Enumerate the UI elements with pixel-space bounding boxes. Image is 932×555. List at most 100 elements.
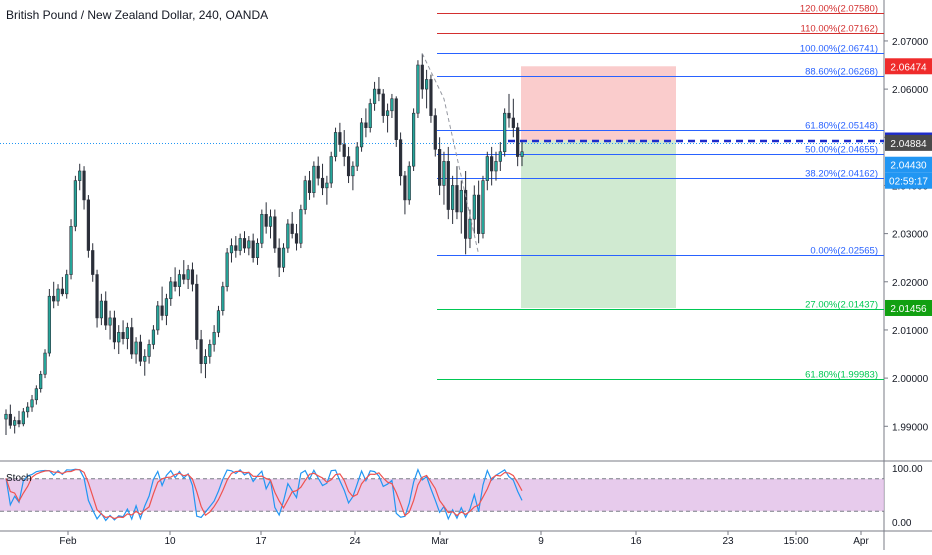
- candle-body: [112, 317, 117, 343]
- price-axis-label: 2.01000: [892, 326, 929, 337]
- candle-body: [156, 305, 160, 331]
- candle-body: [503, 112, 507, 153]
- candle-body: [104, 300, 108, 326]
- candle-body: [507, 112, 511, 119]
- candle-body: [173, 281, 177, 287]
- candle-body: [203, 356, 208, 364]
- candle-body: [82, 170, 86, 201]
- candle-body: [60, 288, 64, 295]
- price-label-text: 2.04430: [890, 161, 927, 172]
- candle-body: [190, 269, 195, 285]
- candle-body: [281, 247, 286, 268]
- candle-body: [312, 165, 316, 193]
- candle-body: [13, 420, 17, 426]
- candle-body: [91, 250, 95, 275]
- fib-level-label: 61.80%(1.99983): [805, 370, 878, 381]
- price-label-text: 2.04884: [890, 139, 927, 150]
- time-axis-label: 15:00: [783, 536, 808, 547]
- stoch-indicator-label[interactable]: Stoch: [6, 473, 32, 484]
- fib-level-label: 110.00%(2.07162): [801, 24, 878, 35]
- candle-body: [411, 112, 416, 167]
- candle-body: [273, 216, 277, 249]
- candle-body: [4, 413, 8, 420]
- price-label-box[interactable]: [885, 299, 932, 316]
- price-label-box[interactable]: [885, 58, 932, 75]
- candle-body: [451, 185, 455, 210]
- fib-level-label: 100.00%(2.06741): [800, 44, 878, 55]
- candle-body: [468, 218, 472, 239]
- candle-body: [99, 300, 103, 319]
- candle-body: [307, 180, 312, 193]
- candle-body: [294, 233, 299, 244]
- countdown-box: [885, 172, 932, 189]
- time-axis-label: 9: [538, 536, 544, 547]
- fib-level-label: 120.00%(2.07580): [800, 4, 878, 15]
- candle-body: [429, 79, 433, 116]
- candle-body: [407, 165, 411, 201]
- candle-body: [455, 185, 459, 213]
- time-axis-label: Apr: [853, 536, 869, 547]
- time-axis-label: 10: [164, 536, 176, 547]
- candle-body: [234, 245, 238, 251]
- candle-body: [481, 180, 485, 234]
- candle-body: [490, 156, 494, 172]
- candle-body: [364, 122, 368, 128]
- candle-body: [264, 214, 268, 227]
- candle-body: [320, 177, 325, 189]
- candle-body: [56, 288, 60, 302]
- candle-body: [17, 420, 21, 425]
- candle-body: [398, 139, 403, 177]
- candle-body: [342, 144, 346, 157]
- candle-body: [425, 79, 429, 90]
- candle-body: [151, 329, 156, 345]
- candle-body: [125, 327, 130, 339]
- risk-zone[interactable]: [521, 66, 676, 141]
- candle-body: [86, 199, 90, 251]
- price-label-text: 2.01456: [890, 304, 927, 315]
- candle-body: [43, 352, 47, 375]
- candle-body: [346, 156, 351, 177]
- candle-body: [377, 88, 381, 95]
- candle-body: [117, 332, 121, 343]
- candle-body: [177, 274, 182, 287]
- fib-level-label: 0.00%(2.02565): [810, 246, 878, 257]
- candle-body: [255, 242, 260, 258]
- candle-body: [260, 214, 264, 244]
- fib-level-label: 61.80%(2.05148): [805, 121, 878, 132]
- price-label-box[interactable]: [885, 134, 932, 151]
- candle-body: [446, 161, 450, 210]
- candle-body: [268, 216, 273, 227]
- reward-zone[interactable]: [521, 140, 676, 308]
- candle-body: [34, 388, 38, 401]
- stoch-d-line: [5, 469, 523, 520]
- candle-body: [26, 406, 30, 413]
- candle-body: [251, 240, 255, 258]
- candle-body: [390, 98, 394, 112]
- candle-body: [195, 283, 199, 340]
- candle-body: [403, 175, 407, 201]
- candle-body: [8, 413, 12, 426]
- candle-body: [30, 399, 34, 408]
- price-axis-label: 2.07000: [892, 37, 929, 48]
- price-axis-label: 2.03000: [892, 230, 929, 241]
- candle-body: [130, 327, 134, 355]
- countdown-text: 02:59:17: [889, 177, 928, 188]
- candle-body: [494, 161, 498, 172]
- stoch-axis-label: 0.00: [892, 518, 912, 529]
- stoch-axis-label: 100.00: [892, 464, 923, 475]
- candle-body: [212, 332, 216, 345]
- candle-body: [216, 310, 221, 333]
- price-label-box[interactable]: [885, 156, 932, 173]
- candle-body: [238, 238, 242, 251]
- candle-body: [520, 151, 524, 157]
- candle-body: [438, 149, 442, 186]
- candle-body: [121, 332, 125, 339]
- swing-path: [421, 53, 480, 255]
- candle-body: [78, 170, 82, 181]
- candle-body: [95, 274, 99, 319]
- candle-body: [221, 286, 225, 311]
- candle-body: [182, 274, 186, 280]
- candle-body: [459, 189, 463, 213]
- fib-level-label: 50.00%(2.04655): [805, 145, 878, 156]
- candle-body: [381, 93, 385, 116]
